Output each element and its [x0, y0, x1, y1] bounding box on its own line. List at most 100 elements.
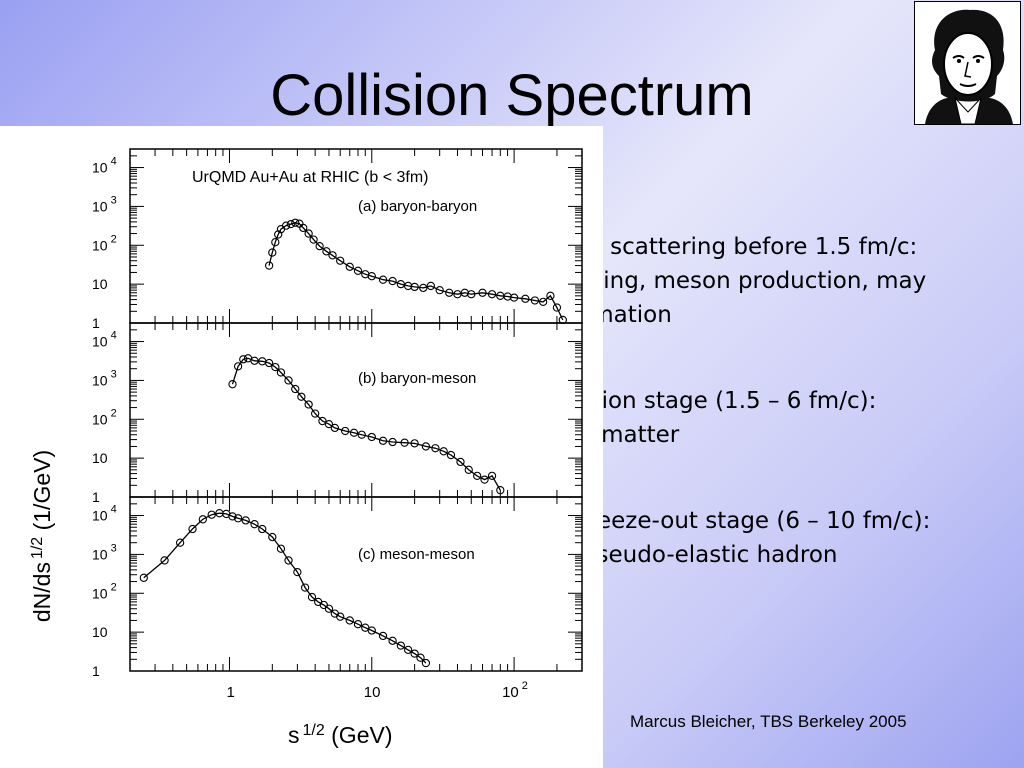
- data-point: [378, 631, 388, 641]
- data-point: [175, 538, 185, 547]
- y-axis-label: dN/ds1/2 (1/GeV): [29, 450, 55, 622]
- data-point: [264, 358, 274, 368]
- data-point: [472, 471, 482, 481]
- panel-label: (b) baryon-meson: [358, 370, 476, 387]
- data-point: [388, 437, 397, 447]
- data-point: [509, 293, 519, 302]
- x-tick-label: 1: [226, 684, 234, 701]
- data-point: [188, 524, 197, 534]
- y-tick-label: 10 2: [92, 407, 117, 427]
- data-point: [284, 376, 293, 385]
- data-point: [291, 384, 300, 394]
- data-point: [388, 636, 397, 645]
- data-point: [400, 438, 409, 447]
- y-tick-label: 10 3: [92, 368, 117, 388]
- data-point: [341, 426, 350, 436]
- data-point: [464, 465, 473, 474]
- data-point: [426, 281, 435, 291]
- data-point: [228, 512, 237, 521]
- data-point: [410, 649, 419, 658]
- data-point: [304, 229, 313, 238]
- data-point: [268, 248, 277, 257]
- bullet-line: age scattering before 1.5 fm/c:: [560, 234, 918, 260]
- data-point: [160, 556, 169, 565]
- data-point: [297, 392, 306, 401]
- data-point: [299, 223, 308, 233]
- data-point: [293, 567, 302, 577]
- panel-label: (c) meson-meson: [358, 546, 475, 563]
- data-point: [487, 471, 497, 481]
- data-point: [403, 281, 413, 291]
- data-point: [487, 290, 497, 299]
- data-point: [322, 247, 331, 256]
- data-point: [367, 272, 376, 281]
- y-tick-label: 10: [92, 450, 108, 466]
- data-point: [281, 221, 291, 230]
- slide-title: Collision Spectrum: [270, 63, 754, 128]
- data-point: [421, 658, 431, 668]
- data-point: [496, 486, 505, 495]
- data-point: [403, 645, 413, 655]
- data-point: [286, 219, 296, 229]
- data-point: [324, 419, 334, 429]
- data-point: [233, 362, 243, 371]
- panel-frame: [129, 322, 583, 498]
- data-point: [503, 292, 512, 301]
- data-point: [271, 362, 280, 372]
- data-point: [480, 475, 489, 484]
- y-tick-label: 10 3: [92, 542, 117, 562]
- footer-credit: Marcus Bleicher, TBS Berkeley 2005: [630, 712, 907, 731]
- data-point: [367, 432, 376, 442]
- data-point: [276, 544, 286, 553]
- collision-spectrum-chart: 1 10 10 2 10 3 10 4 (a) baryon-baryon 1 10 10 2 10 3 10…: [0, 126, 603, 768]
- data-point: [445, 288, 454, 297]
- data-point: [353, 266, 363, 275]
- data-point: [241, 516, 250, 525]
- data-point: [378, 436, 388, 445]
- data-point: [304, 400, 313, 409]
- data-point: [446, 450, 456, 460]
- y-tick-label: 10 4: [92, 330, 117, 350]
- bullet-line: formation: [560, 302, 672, 328]
- data-point: [538, 297, 548, 307]
- bullet-line: ization stage (1.5 – 6 fm/c):: [560, 388, 877, 414]
- data-point: [271, 238, 280, 247]
- data-point: [388, 276, 397, 286]
- data-point: [250, 356, 259, 365]
- data-point: [421, 442, 431, 451]
- data-point: [353, 620, 363, 629]
- y-tick-label: 1: [92, 663, 100, 679]
- y-tick-label: 10 4: [92, 156, 117, 176]
- data-point: [349, 428, 359, 437]
- data-point: [367, 626, 376, 635]
- y-tick-label: 1: [92, 315, 100, 331]
- data-point: [228, 380, 237, 389]
- bullet-line: opping, meson production, may: [560, 268, 927, 294]
- data-point: [233, 514, 243, 523]
- data-point: [410, 282, 419, 292]
- data-point: [300, 583, 310, 592]
- data-point: [439, 447, 448, 456]
- panel-frame: [129, 496, 583, 672]
- bullet-item: age scattering before 1.5 fm/c: opping, …: [560, 230, 1020, 332]
- data-point: [250, 520, 259, 529]
- data-point: [419, 283, 428, 293]
- bullet-line: c freeze-out stage (6 – 10 fm/c):: [560, 508, 931, 534]
- y-tick-label: 10 3: [92, 194, 117, 214]
- data-point: [530, 296, 540, 305]
- panel-label: (a) baryon-baryon: [358, 198, 477, 215]
- data-point: [336, 256, 345, 265]
- data-point: [546, 291, 555, 300]
- data-point: [311, 409, 320, 418]
- y-tick-label: 10 2: [92, 581, 117, 601]
- chart-title: UrQMD Au+Au at RHIC (b < 3fm): [192, 169, 429, 186]
- portrait-drawing-icon: [925, 9, 1013, 125]
- data-point: [552, 303, 562, 312]
- data-point: [336, 612, 345, 621]
- bullet-item: c freeze-out stage (6 – 10 fm/c): d pseu…: [560, 504, 1020, 606]
- data-point: [264, 261, 274, 270]
- data-point: [328, 251, 337, 260]
- x-tick-label: 10 2: [502, 680, 528, 701]
- data-point: [330, 423, 339, 433]
